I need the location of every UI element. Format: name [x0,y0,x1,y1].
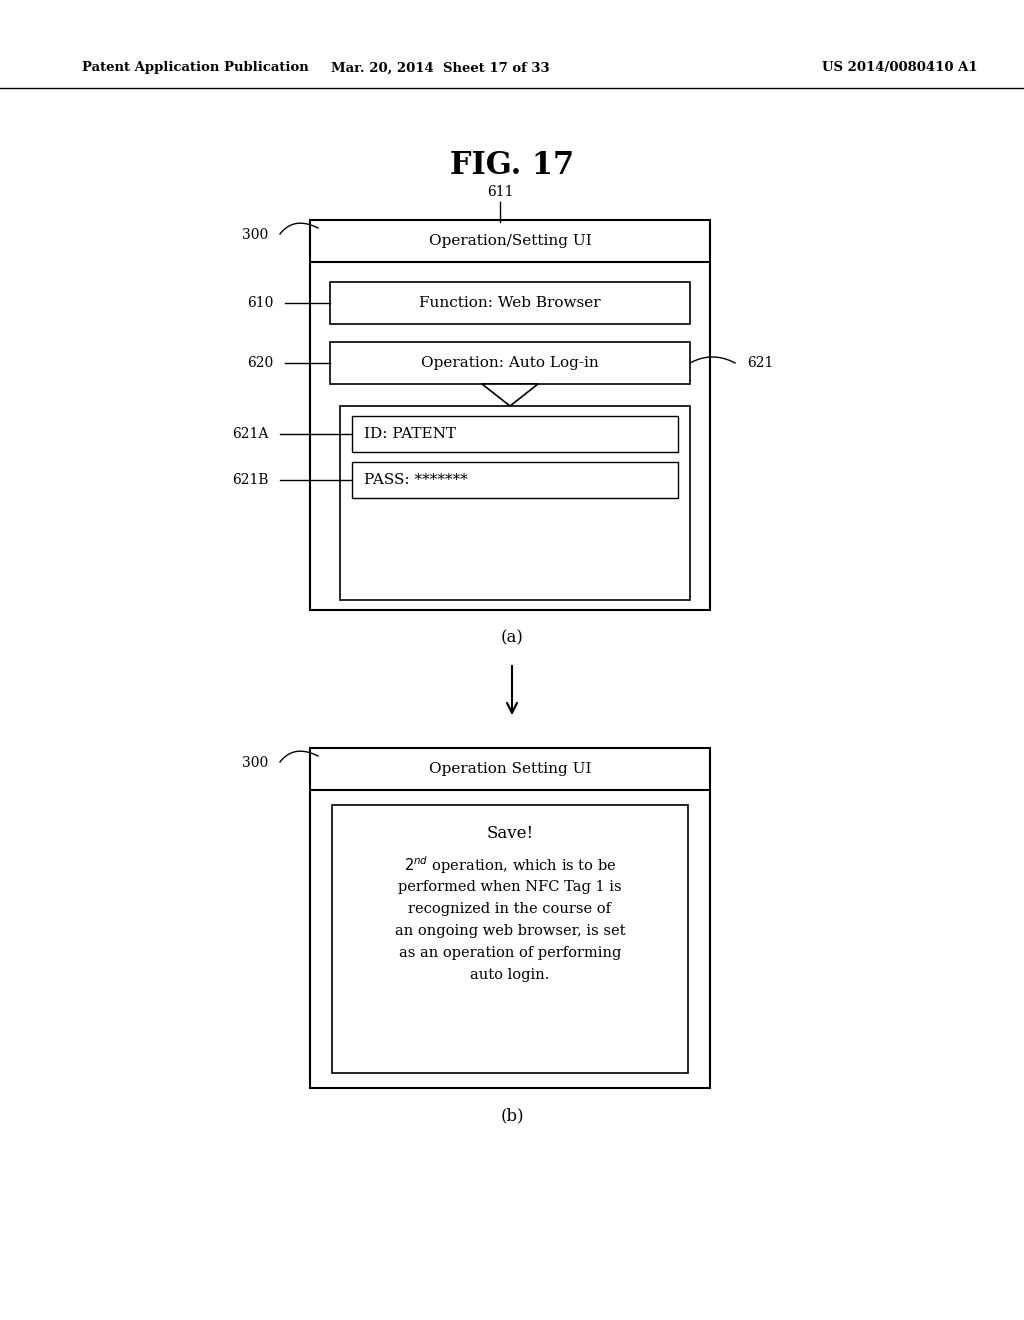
Text: an ongoing web browser, is set: an ongoing web browser, is set [394,924,626,939]
Text: Operation: Auto Log-in: Operation: Auto Log-in [421,356,599,370]
Text: (b): (b) [500,1107,524,1125]
Text: Save!: Save! [486,825,534,842]
Bar [330,342,690,384]
Bar [330,282,690,323]
Bar [352,416,678,451]
Text: performed when NFC Tag 1 is: performed when NFC Tag 1 is [398,880,622,894]
Text: 621: 621 [746,356,773,370]
Text: Operation Setting UI: Operation Setting UI [429,762,591,776]
Bar [310,220,710,610]
Text: FIG. 17: FIG. 17 [450,149,574,181]
Text: Mar. 20, 2014  Sheet 17 of 33: Mar. 20, 2014 Sheet 17 of 33 [331,62,549,74]
Text: 620: 620 [247,356,273,370]
Text: 300: 300 [242,228,268,242]
Text: auto login.: auto login. [470,968,550,982]
Text: 300: 300 [242,756,268,770]
Text: Function: Web Browser: Function: Web Browser [419,296,601,310]
Text: 621B: 621B [231,473,268,487]
Text: as an operation of performing: as an operation of performing [398,946,622,960]
Text: US 2014/0080410 A1: US 2014/0080410 A1 [822,62,978,74]
Text: Patent Application Publication: Patent Application Publication [82,62,309,74]
Bar [310,748,710,1088]
Bar [352,462,678,498]
Text: $2^{nd}$ operation, which is to be: $2^{nd}$ operation, which is to be [403,854,616,876]
Text: Operation/Setting UI: Operation/Setting UI [429,234,592,248]
Text: 621A: 621A [231,426,268,441]
Text: recognized in the course of: recognized in the course of [409,902,611,916]
Bar [332,805,688,1073]
Text: ID: PATENT: ID: PATENT [364,426,456,441]
Text: PASS: *******: PASS: ******* [364,473,468,487]
Text: 610: 610 [247,296,273,310]
Text: 611: 611 [486,185,513,199]
Text: (a): (a) [501,630,523,647]
Polygon shape [482,384,538,407]
Bar [340,407,690,601]
